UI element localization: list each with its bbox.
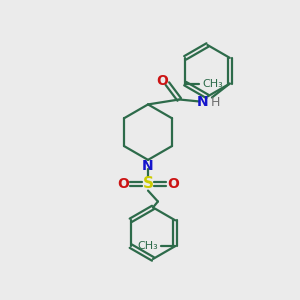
Text: CH₃: CH₃: [138, 241, 158, 251]
Text: O: O: [167, 177, 179, 191]
Text: H: H: [211, 96, 220, 109]
Text: O: O: [117, 177, 129, 191]
Text: S: S: [142, 176, 154, 191]
Text: N: N: [197, 95, 209, 110]
Text: CH₃: CH₃: [202, 79, 223, 88]
Text: O: O: [157, 74, 168, 88]
Text: N: N: [142, 159, 154, 173]
